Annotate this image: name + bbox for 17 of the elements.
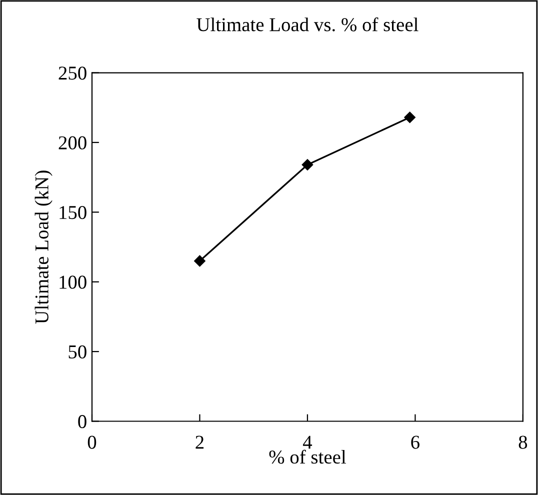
y-tick-label: 100 xyxy=(60,276,86,289)
point xyxy=(194,255,206,267)
y-axis-title: Ultimate Load (kN) xyxy=(34,170,52,324)
x-tick-label: 2 xyxy=(196,436,204,449)
x-tick-label: 0 xyxy=(88,436,96,449)
point xyxy=(404,112,416,123)
y-tick-label: 150 xyxy=(60,206,86,220)
point xyxy=(302,159,314,170)
y-tick-label: 250 xyxy=(58,66,86,80)
chart-title: Ultimate Load vs. % of steel xyxy=(196,17,418,32)
x-tick-label: 6 xyxy=(411,436,420,449)
x-tick-label: 8 xyxy=(518,436,528,449)
x-tick-label: 4 xyxy=(302,436,312,449)
y-tick-label: 200 xyxy=(58,136,86,150)
y-tick-label: 0 xyxy=(78,415,86,428)
x-axis-title: % of steel xyxy=(269,450,346,464)
y-tick-label: 50 xyxy=(68,345,86,358)
